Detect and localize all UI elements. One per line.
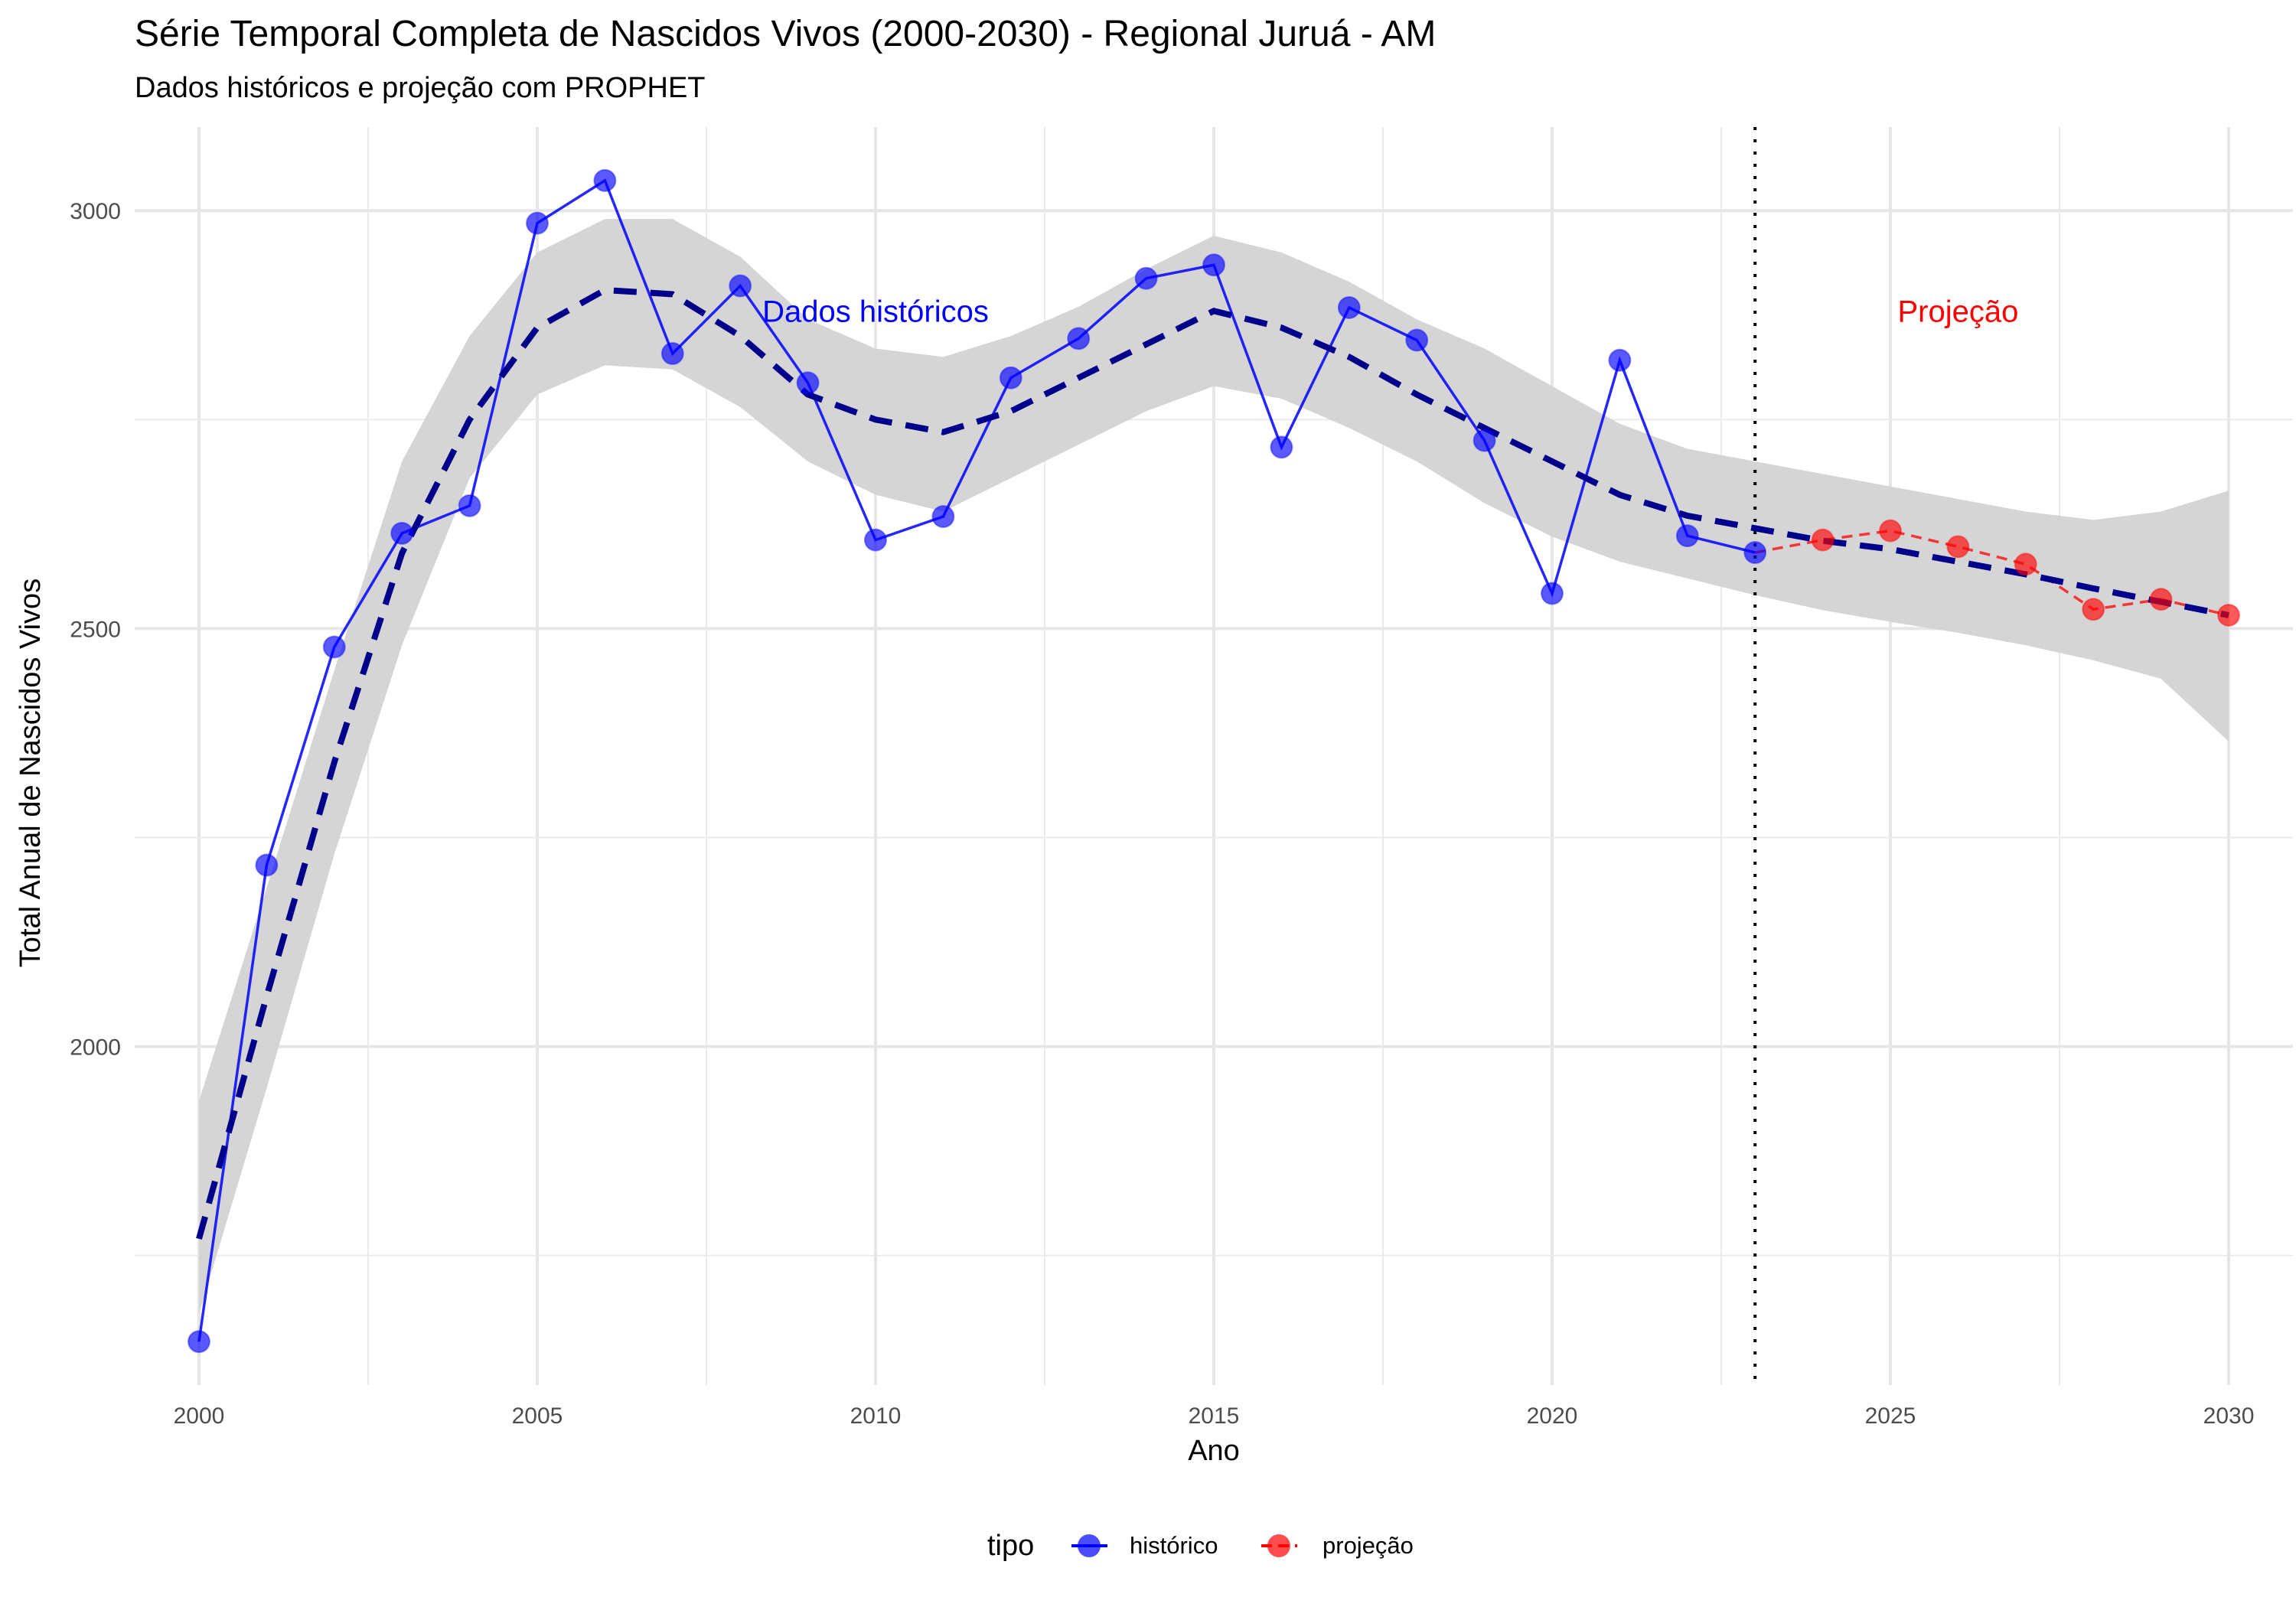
x-tick-label: 2025 [1865,1403,1916,1429]
data-point [255,853,279,877]
series-line-0 [197,178,1756,1342]
legend-label-projecao: projeção [1322,1532,1414,1559]
data-point [458,494,481,517]
data-point [1405,328,1429,352]
data-point [2014,553,2037,576]
x-tick-label: 2010 [850,1403,902,1429]
y-tick-label: 3000 [70,199,121,224]
series-lines [196,127,2229,1385]
data-point [1270,435,1293,459]
confidence-band-area [198,219,2229,1315]
data-point [1811,528,1835,552]
x-axis-label: Ano [1188,1435,1240,1467]
data-point [1946,535,1970,559]
trend-line [196,287,2229,1240]
data-point [390,521,414,545]
data-point [1134,266,1158,290]
data-point [1743,541,1767,565]
x-tick-label: 2000 [174,1403,225,1429]
x-tick-label: 2015 [1189,1403,1240,1429]
data-point [1202,253,1225,277]
legend-title: tipo [987,1530,1034,1562]
legend-item-projecao: projeção [1261,1532,1414,1559]
confidence-band [198,219,2229,1315]
data-point [660,342,684,366]
y-axis-label: Total Anual de Nascidos Vivos [15,579,47,967]
y-tick-label: 2000 [70,1035,121,1061]
x-tick-label: 2005 [512,1403,563,1429]
chart-subtitle: Dados históricos e projeção com PROPHET [135,72,706,104]
annotation-0: Dados históricos [762,295,989,328]
y-tick-label: 2500 [70,617,121,642]
annotations: Dados históricos Projeção [762,295,2018,328]
data-point [187,1330,210,1354]
data-point [796,371,820,395]
data-point [525,211,549,235]
legend: tipo histórico projeção [987,1530,1414,1562]
data-point [2217,603,2241,627]
legend-item-historico: histórico [1071,1532,1218,1559]
chart-title: Série Temporal Completa de Nascidos Vivo… [135,14,1436,54]
data-point [1337,295,1361,319]
x-axis-ticks: 2000 2005 2010 2015 2020 2025 2030 [174,1403,2255,1429]
data-point [2149,588,2173,611]
data-point [931,505,955,529]
data-point [863,528,887,552]
data-point [1473,429,1496,452]
x-tick-label: 2020 [1527,1403,1578,1429]
y-axis-ticks: 2000 2500 3000 [70,199,121,1060]
data-point [322,635,346,659]
data-point [1608,348,1632,372]
data-point [1541,582,1564,605]
data-point [1067,327,1091,350]
data-point [593,168,617,192]
data-point [729,274,752,298]
data-points [187,168,2241,1354]
x-tick-label: 2030 [2203,1403,2255,1429]
annotation-1: Projeção [1897,295,2018,328]
data-point [2082,598,2105,621]
data-point [1879,519,1903,543]
legend-label-historico: histórico [1130,1532,1218,1559]
data-point [1675,524,1699,548]
data-point [999,366,1022,390]
grid [135,127,2293,1385]
